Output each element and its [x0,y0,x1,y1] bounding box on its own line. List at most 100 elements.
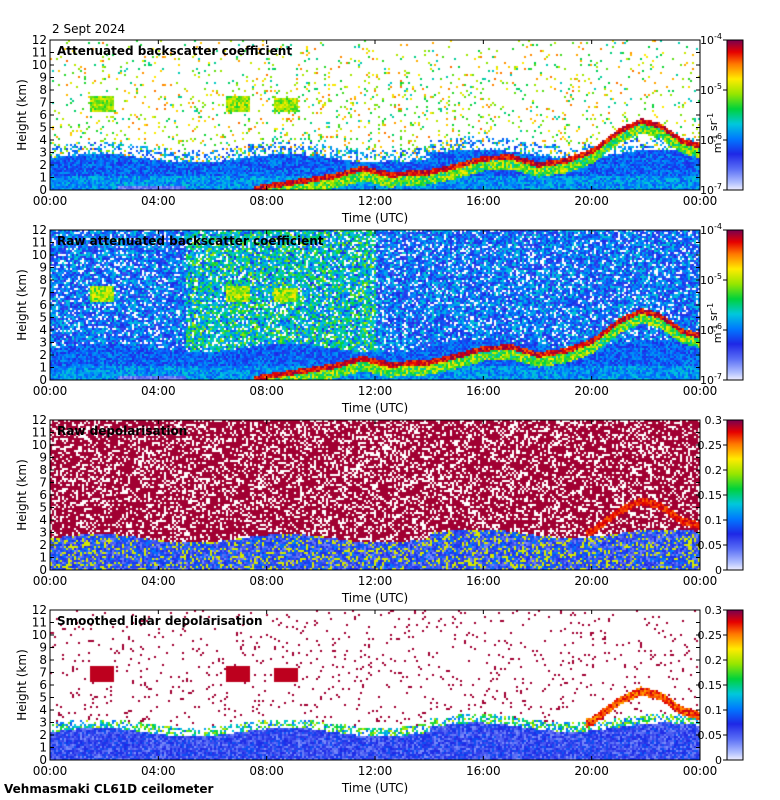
x-tick-label: 16:00 [466,194,501,208]
y-tick-label: 8 [39,273,47,287]
colorbar-tick-label: 10-5 [700,82,722,97]
y-tick-label: 1 [39,361,47,375]
colorbar-tick-label: 0.2 [705,464,723,477]
heatmap-image [50,40,700,190]
y-tick-label: 8 [39,83,47,97]
y-axis-label: Height (km) [15,649,29,720]
x-tick-label: 00:00 [683,764,718,778]
x-axis-label: Time (UTC) [341,781,408,795]
y-tick-label: 10 [32,438,47,452]
colorbar [726,419,744,571]
colorbar-tick-label: 0.05 [698,729,723,742]
y-tick-label: 7 [39,286,47,300]
y-tick-label: 3 [39,146,47,160]
panel-title: Raw attenuated backscatter coefficient [57,234,324,248]
y-tick-label: 10 [32,248,47,262]
y-axis-label: Height (km) [15,269,29,340]
y-tick-label: 6 [39,678,47,692]
y-axis-label: Height (km) [15,459,29,530]
y-tick-label: 6 [39,298,47,312]
y-tick-label: 1 [39,171,47,185]
colorbar-tick-label: 10-5 [700,272,722,287]
x-axis-label: Time (UTC) [341,591,408,605]
y-tick-label: 3 [39,336,47,350]
x-tick-label: 20:00 [574,194,609,208]
y-tick-label: 12 [32,223,47,237]
y-tick-label: 2 [39,158,47,172]
x-tick-label: 16:00 [466,574,501,588]
colorbar-tick-label: 0 [715,564,722,577]
x-tick-label: 20:00 [574,764,609,778]
x-tick-label: 00:00 [683,384,718,398]
colorbar [726,39,744,191]
colorbar-tick-label: 0.25 [698,439,723,452]
y-tick-label: 10 [32,628,47,642]
colorbar-tick-label: 0.1 [705,704,723,717]
y-tick-label: 4 [39,323,47,337]
y-tick-label: 7 [39,476,47,490]
y-tick-label: 6 [39,488,47,502]
y-tick-label: 9 [39,71,47,85]
x-tick-label: 08:00 [249,574,284,588]
x-tick-label: 12:00 [358,574,393,588]
y-tick-label: 11 [32,426,47,440]
y-tick-label: 9 [39,261,47,275]
x-tick-label: 16:00 [466,764,501,778]
x-tick-label: 20:00 [574,384,609,398]
heatmap-image [50,610,700,760]
date-label: 2 Sept 2024 [52,22,125,36]
y-tick-label: 5 [39,501,47,515]
y-tick-label: 0 [39,753,47,767]
colorbar-tick-label: 10-4 [700,32,722,47]
colorbar [726,229,744,381]
heatmap-image [50,420,700,570]
x-tick-label: 20:00 [574,574,609,588]
y-tick-label: 0 [39,563,47,577]
colorbar-tick-label: 0.15 [698,679,723,692]
y-tick-label: 11 [32,236,47,250]
y-tick-label: 2 [39,348,47,362]
y-tick-label: 11 [32,46,47,60]
y-tick-label: 3 [39,526,47,540]
y-tick-label: 0 [39,373,47,387]
x-tick-label: 08:00 [249,764,284,778]
x-tick-label: 00:00 [33,764,68,778]
footer-label: Vehmasmaki CL61D ceilometer [4,782,213,796]
x-tick-label: 12:00 [358,194,393,208]
x-tick-label: 08:00 [249,194,284,208]
x-axis-label: Time (UTC) [341,401,408,415]
x-tick-label: 00:00 [33,384,68,398]
y-tick-label: 10 [32,58,47,72]
x-tick-label: 16:00 [466,384,501,398]
y-tick-label: 4 [39,513,47,527]
colorbar-tick-label: 10-4 [700,222,722,237]
y-tick-label: 7 [39,96,47,110]
colorbar-tick-label: 0.2 [705,654,723,667]
x-axis-label: Time (UTC) [341,211,408,225]
y-tick-label: 3 [39,716,47,730]
x-tick-label: 12:00 [358,384,393,398]
colorbar-tick-label: 0.05 [698,539,723,552]
y-tick-label: 5 [39,691,47,705]
y-tick-label: 2 [39,538,47,552]
x-tick-label: 00:00 [33,574,68,588]
colorbar [726,609,744,761]
y-axis-label: Height (km) [15,79,29,150]
x-tick-label: 12:00 [358,764,393,778]
x-tick-label: 00:00 [683,574,718,588]
panel-title: Smoothed lidar depolarisation [57,614,263,628]
colorbar-unit: m-1 sr-1 [706,113,724,153]
y-tick-label: 4 [39,133,47,147]
y-tick-label: 1 [39,741,47,755]
y-tick-label: 8 [39,653,47,667]
y-tick-label: 11 [32,616,47,630]
colorbar-unit: m-1 sr-1 [706,303,724,343]
y-tick-label: 1 [39,551,47,565]
y-tick-label: 12 [32,603,47,617]
colorbar-tick-label: 0.3 [705,604,723,617]
y-tick-label: 9 [39,641,47,655]
y-tick-label: 2 [39,728,47,742]
y-tick-label: 5 [39,121,47,135]
panel-title: Attenuated backscatter coefficient [57,44,292,58]
